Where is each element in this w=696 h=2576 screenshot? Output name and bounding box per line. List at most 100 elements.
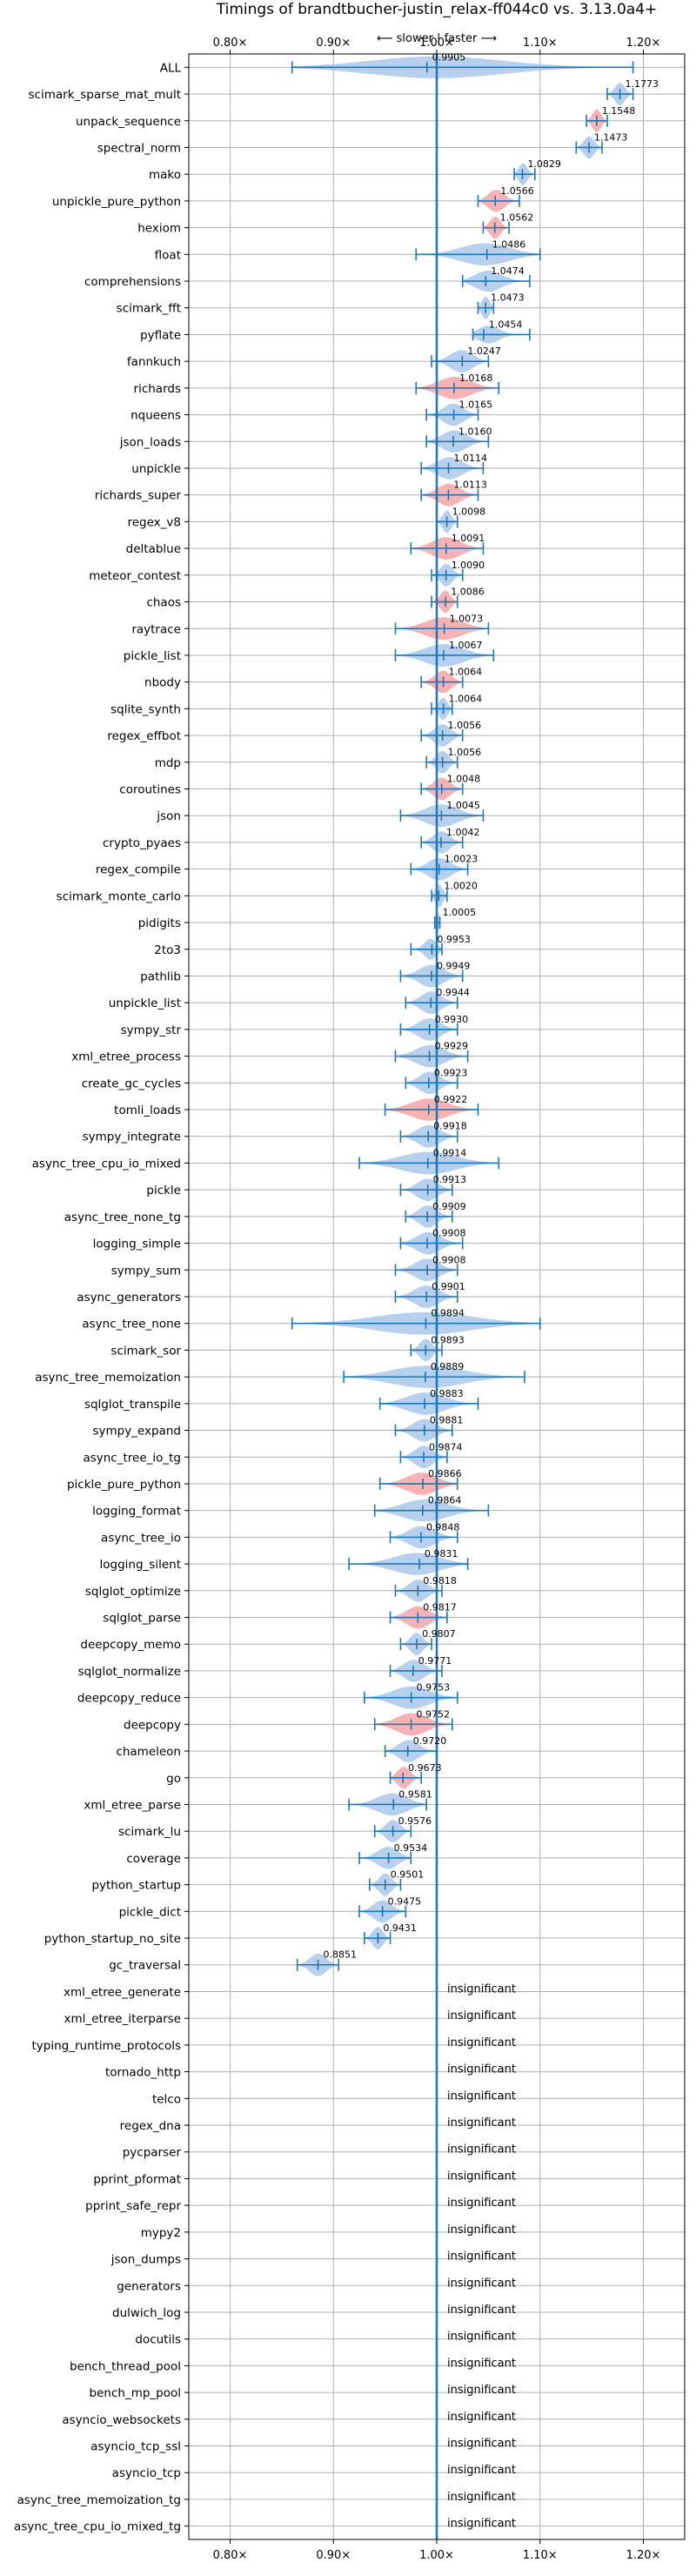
insignificant-label: insignificant bbox=[447, 2170, 516, 2183]
benchmark-label: create_gc_cycles bbox=[82, 1077, 181, 1090]
benchmark-label: coroutines bbox=[119, 783, 181, 797]
insignificant-label: insignificant bbox=[447, 2357, 516, 2370]
value-label: 0.9905 bbox=[432, 51, 466, 63]
benchmark-label: richards_super bbox=[95, 489, 182, 503]
value-label: 1.0045 bbox=[446, 800, 480, 811]
x-tick-label-bottom: 1.10× bbox=[523, 2549, 558, 2562]
benchmark-label: pickle_list bbox=[124, 649, 181, 663]
value-label: 0.9918 bbox=[433, 1121, 467, 1132]
benchmark-label: chaos bbox=[146, 596, 181, 610]
x-tick-label-top: 0.90× bbox=[316, 37, 351, 50]
value-label: 1.0091 bbox=[452, 533, 485, 544]
value-label: 1.0114 bbox=[454, 453, 488, 464]
benchmark-label: json_dumps bbox=[110, 2253, 181, 2267]
benchmark-label: pickle_pure_python bbox=[67, 1478, 181, 1492]
value-label: 0.9475 bbox=[388, 1895, 422, 1907]
value-label: 1.0056 bbox=[448, 720, 482, 731]
value-label: 1.0020 bbox=[444, 880, 478, 891]
insignificant-label: insignificant bbox=[447, 2036, 516, 2049]
benchmark-label: sympy_sum bbox=[111, 1264, 181, 1278]
benchmark-label: float bbox=[155, 248, 181, 262]
chart-title: Timings of brandtbucher-justin_relax-ff0… bbox=[216, 1, 658, 18]
value-label: 1.0168 bbox=[459, 372, 493, 384]
insignificant-label: insignificant bbox=[447, 2277, 516, 2290]
value-label: 1.0073 bbox=[450, 613, 484, 624]
benchmark-label: xml_etree_iterparse bbox=[64, 2012, 182, 2026]
value-label: 1.0005 bbox=[443, 907, 477, 918]
benchmark-label: pyflate bbox=[140, 328, 181, 342]
value-label: 0.9752 bbox=[417, 1708, 451, 1720]
benchmark-label: tomli_loads bbox=[114, 1104, 181, 1117]
value-label: 0.9818 bbox=[423, 1575, 457, 1587]
value-label: 0.9894 bbox=[431, 1308, 464, 1319]
insignificant-label: insignificant bbox=[447, 2251, 516, 2264]
benchmark-label: generators bbox=[117, 2279, 181, 2293]
benchmark-label: dulwich_log bbox=[112, 2306, 181, 2320]
x-tick-label-bottom: 0.80× bbox=[213, 2549, 248, 2562]
x-tick-label-top: 0.80× bbox=[213, 37, 248, 50]
benchmark-label: asyncio_tcp_ssl bbox=[90, 2440, 181, 2454]
value-label: 1.0056 bbox=[448, 747, 482, 758]
benchmark-label: logging_silent bbox=[100, 1558, 181, 1572]
x-tick-label-top: 1.00× bbox=[419, 37, 454, 50]
benchmark-label: docutils bbox=[135, 2333, 181, 2347]
value-label: 0.9908 bbox=[432, 1254, 466, 1265]
benchmark-label: tornado_http bbox=[105, 2066, 181, 2080]
value-label: 1.0086 bbox=[451, 587, 485, 598]
value-label: 1.0042 bbox=[446, 827, 480, 838]
x-tick-label-top: 1.20× bbox=[626, 37, 661, 50]
benchmark-label: async_tree_memoization_tg bbox=[17, 2493, 181, 2507]
value-label: 1.1773 bbox=[626, 78, 659, 90]
benchmark-label: gc_traversal bbox=[109, 1959, 181, 1973]
value-label: 1.0829 bbox=[527, 158, 561, 170]
x-tick-label-top: 1.10× bbox=[523, 37, 558, 50]
value-label: 0.9753 bbox=[417, 1682, 451, 1694]
value-label: 0.9576 bbox=[398, 1815, 432, 1827]
benchmark-label: comprehensions bbox=[84, 275, 181, 289]
value-label: 1.0474 bbox=[491, 265, 525, 277]
benchmark-label: scimark_sparse_mat_mult bbox=[29, 88, 181, 102]
benchmark-label: pathlib bbox=[140, 969, 181, 983]
benchmark-label: logging_format bbox=[92, 1505, 181, 1519]
insignificant-label: insignificant bbox=[447, 2090, 516, 2103]
benchmark-label: typing_runtime_protocols bbox=[32, 2039, 182, 2053]
benchmark-label: python_startup bbox=[91, 1879, 181, 1893]
value-label: 0.8851 bbox=[324, 1949, 358, 1961]
value-label: 0.9883 bbox=[430, 1388, 464, 1399]
value-label: 1.0566 bbox=[500, 185, 534, 197]
benchmark-label: richards bbox=[134, 382, 181, 396]
value-label: 0.9929 bbox=[435, 1041, 468, 1052]
insignificant-label: insignificant bbox=[447, 2197, 516, 2210]
benchmark-label: deepcopy_reduce bbox=[77, 1692, 181, 1706]
benchmark-label: xml_etree_process bbox=[71, 1050, 181, 1064]
value-label: 0.9909 bbox=[432, 1201, 465, 1212]
x-tick-label-bottom: 1.00× bbox=[419, 2549, 454, 2562]
benchmark-label: mako bbox=[149, 168, 181, 182]
value-label: 0.9817 bbox=[423, 1602, 457, 1613]
value-label: 1.1548 bbox=[602, 105, 636, 117]
value-label: 1.0454 bbox=[489, 319, 523, 330]
benchmark-label: raytrace bbox=[131, 622, 181, 636]
value-label: 1.0067 bbox=[449, 640, 483, 651]
benchmark-label: deepcopy_memo bbox=[80, 1638, 181, 1652]
value-label: 0.9914 bbox=[433, 1147, 466, 1158]
benchmark-label: pprint_safe_repr bbox=[85, 2199, 181, 2213]
x-tick-label-bottom: 0.90× bbox=[316, 2549, 351, 2562]
benchmark-label: meteor_contest bbox=[89, 569, 181, 583]
benchmark-label: unpickle_pure_python bbox=[52, 195, 181, 209]
value-label: 1.1473 bbox=[594, 131, 628, 143]
benchmark-label: xml_etree_parse bbox=[84, 1798, 181, 1812]
benchmark-label: 2to3 bbox=[154, 943, 181, 957]
benchmark-label: chameleon bbox=[116, 1745, 181, 1759]
benchmark-label: async_tree_cpu_io_mixed_tg bbox=[14, 2520, 181, 2534]
benchmark-label: async_tree_memoization bbox=[35, 1371, 181, 1385]
benchmark-label: unpack_sequence bbox=[76, 115, 181, 129]
value-label: 1.0113 bbox=[453, 480, 487, 491]
value-label: 0.9930 bbox=[435, 1014, 469, 1025]
benchmark-label: go bbox=[166, 1772, 181, 1786]
benchmark-label: nbody bbox=[144, 676, 181, 690]
benchmark-label: regex_compile bbox=[96, 863, 181, 877]
value-label: 1.0160 bbox=[458, 426, 492, 437]
